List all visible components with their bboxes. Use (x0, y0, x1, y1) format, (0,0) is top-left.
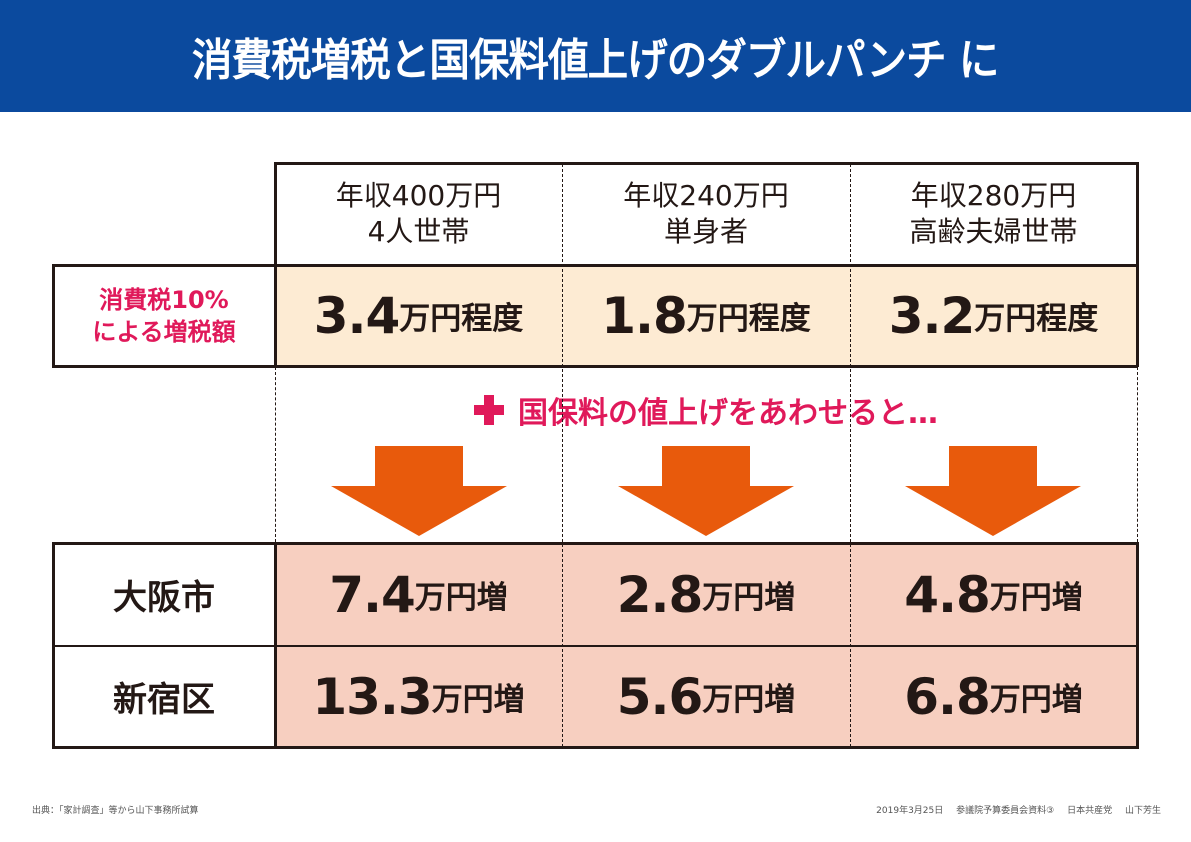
table-border (1136, 162, 1139, 367)
increase-unit: 万円増 (414, 580, 508, 616)
tax-label-line2: による増税額 (92, 317, 236, 346)
footer-author: 山下芳生 (1124, 806, 1161, 816)
down-arrow-icon (618, 446, 794, 536)
down-arrow-icon (331, 446, 507, 536)
increase-unit: 万円増 (702, 682, 796, 718)
footer-party: 日本共産党 (1067, 806, 1113, 816)
column-header-line1: 年収400万円 (335, 179, 502, 212)
table-border (274, 162, 277, 367)
column-header-line2: 高齢夫婦世帯 (909, 215, 1078, 248)
table-border (274, 542, 277, 749)
row-label-osaka: 大阪市 (113, 578, 215, 618)
column-header-240: 年収240万円 単身者 (562, 163, 850, 265)
table-border (274, 162, 1138, 165)
page-title: 消費税増税と国保料値上げのダブルパンチ に (192, 35, 999, 86)
increase-cell: 7.4 万円増 (275, 543, 562, 646)
increase-unit: 万円増 (989, 682, 1083, 718)
plus-text: 国保料の値上げをあわせると… (518, 396, 938, 431)
increase-amount: 4.8 (904, 565, 991, 624)
column-divider (850, 164, 851, 747)
increase-cell: 2.8 万円増 (562, 543, 850, 646)
tax-amount: 1.8 (601, 286, 688, 345)
row-label-shinjuku: 新宿区 (113, 680, 215, 720)
column-header-line1: 年収240万円 (623, 179, 789, 212)
column-divider (1137, 367, 1138, 542)
tax-amount: 3.2 (888, 286, 976, 345)
national-insurance-note: 国保料の値上げをあわせると… (275, 385, 1137, 435)
increase-amount: 2.8 (616, 565, 704, 624)
increase-cell: 5.6 万円増 (562, 646, 850, 747)
table-border (52, 264, 1138, 267)
table-border (52, 264, 55, 367)
tax-cell: 1.8 万円程度 (562, 265, 850, 366)
increase-cell: 13.3 万円増 (275, 646, 562, 747)
increase-amount: 7.4 (329, 565, 416, 624)
increase-cell: 6.8 万円増 (850, 646, 1137, 747)
tax-label-line1: 消費税10% (99, 285, 229, 314)
tax-unit: 万円程度 (686, 301, 811, 337)
plus-icon (474, 395, 504, 425)
table-border (52, 542, 1138, 545)
footer-date: 2019年3月25日 (876, 806, 944, 816)
tax-unit: 万円程度 (974, 301, 1099, 337)
column-header-line2: 4人世帯 (367, 215, 470, 248)
table-border (52, 645, 1138, 647)
tax-cell: 3.4 万円程度 (275, 265, 562, 366)
down-arrow-icon (905, 446, 1081, 536)
table-border (52, 542, 55, 749)
increase-unit: 万円増 (431, 682, 525, 718)
column-header-280: 年収280万円 高齢夫婦世帯 (850, 163, 1137, 265)
table-border (52, 365, 1138, 368)
increase-amount: 13.3 (312, 667, 432, 726)
tax-unit: 万円程度 (399, 301, 524, 337)
increase-amount: 5.6 (616, 667, 704, 726)
footer-document: 参議院予算委員会資料③ (956, 806, 1055, 816)
tax-amount: 3.4 (313, 286, 401, 345)
tax-row-label: 消費税10% による増税額 (53, 265, 275, 366)
increase-unit: 万円増 (989, 580, 1083, 616)
table-border (1136, 542, 1139, 749)
column-header-line1: 年収280万円 (910, 179, 1077, 212)
tax-cell: 3.2 万円程度 (850, 265, 1137, 366)
column-header-line2: 単身者 (663, 215, 748, 248)
column-divider (562, 164, 563, 747)
column-divider (275, 367, 276, 542)
source-note: 出典：「家計調査」等から山下事務所試算 (32, 806, 199, 816)
increase-cell: 4.8 万円増 (850, 543, 1137, 646)
increase-amount: 6.8 (904, 667, 991, 726)
column-header-400: 年収400万円 4人世帯 (275, 163, 562, 265)
increase-unit: 万円増 (702, 580, 796, 616)
footer-credits: 2019年3月25日 参議院予算委員会資料③ 日本共産党 山下芳生 (866, 803, 1161, 816)
title-banner: 消費税増税と国保料値上げのダブルパンチ に (0, 0, 1191, 112)
table-border (52, 746, 1138, 749)
